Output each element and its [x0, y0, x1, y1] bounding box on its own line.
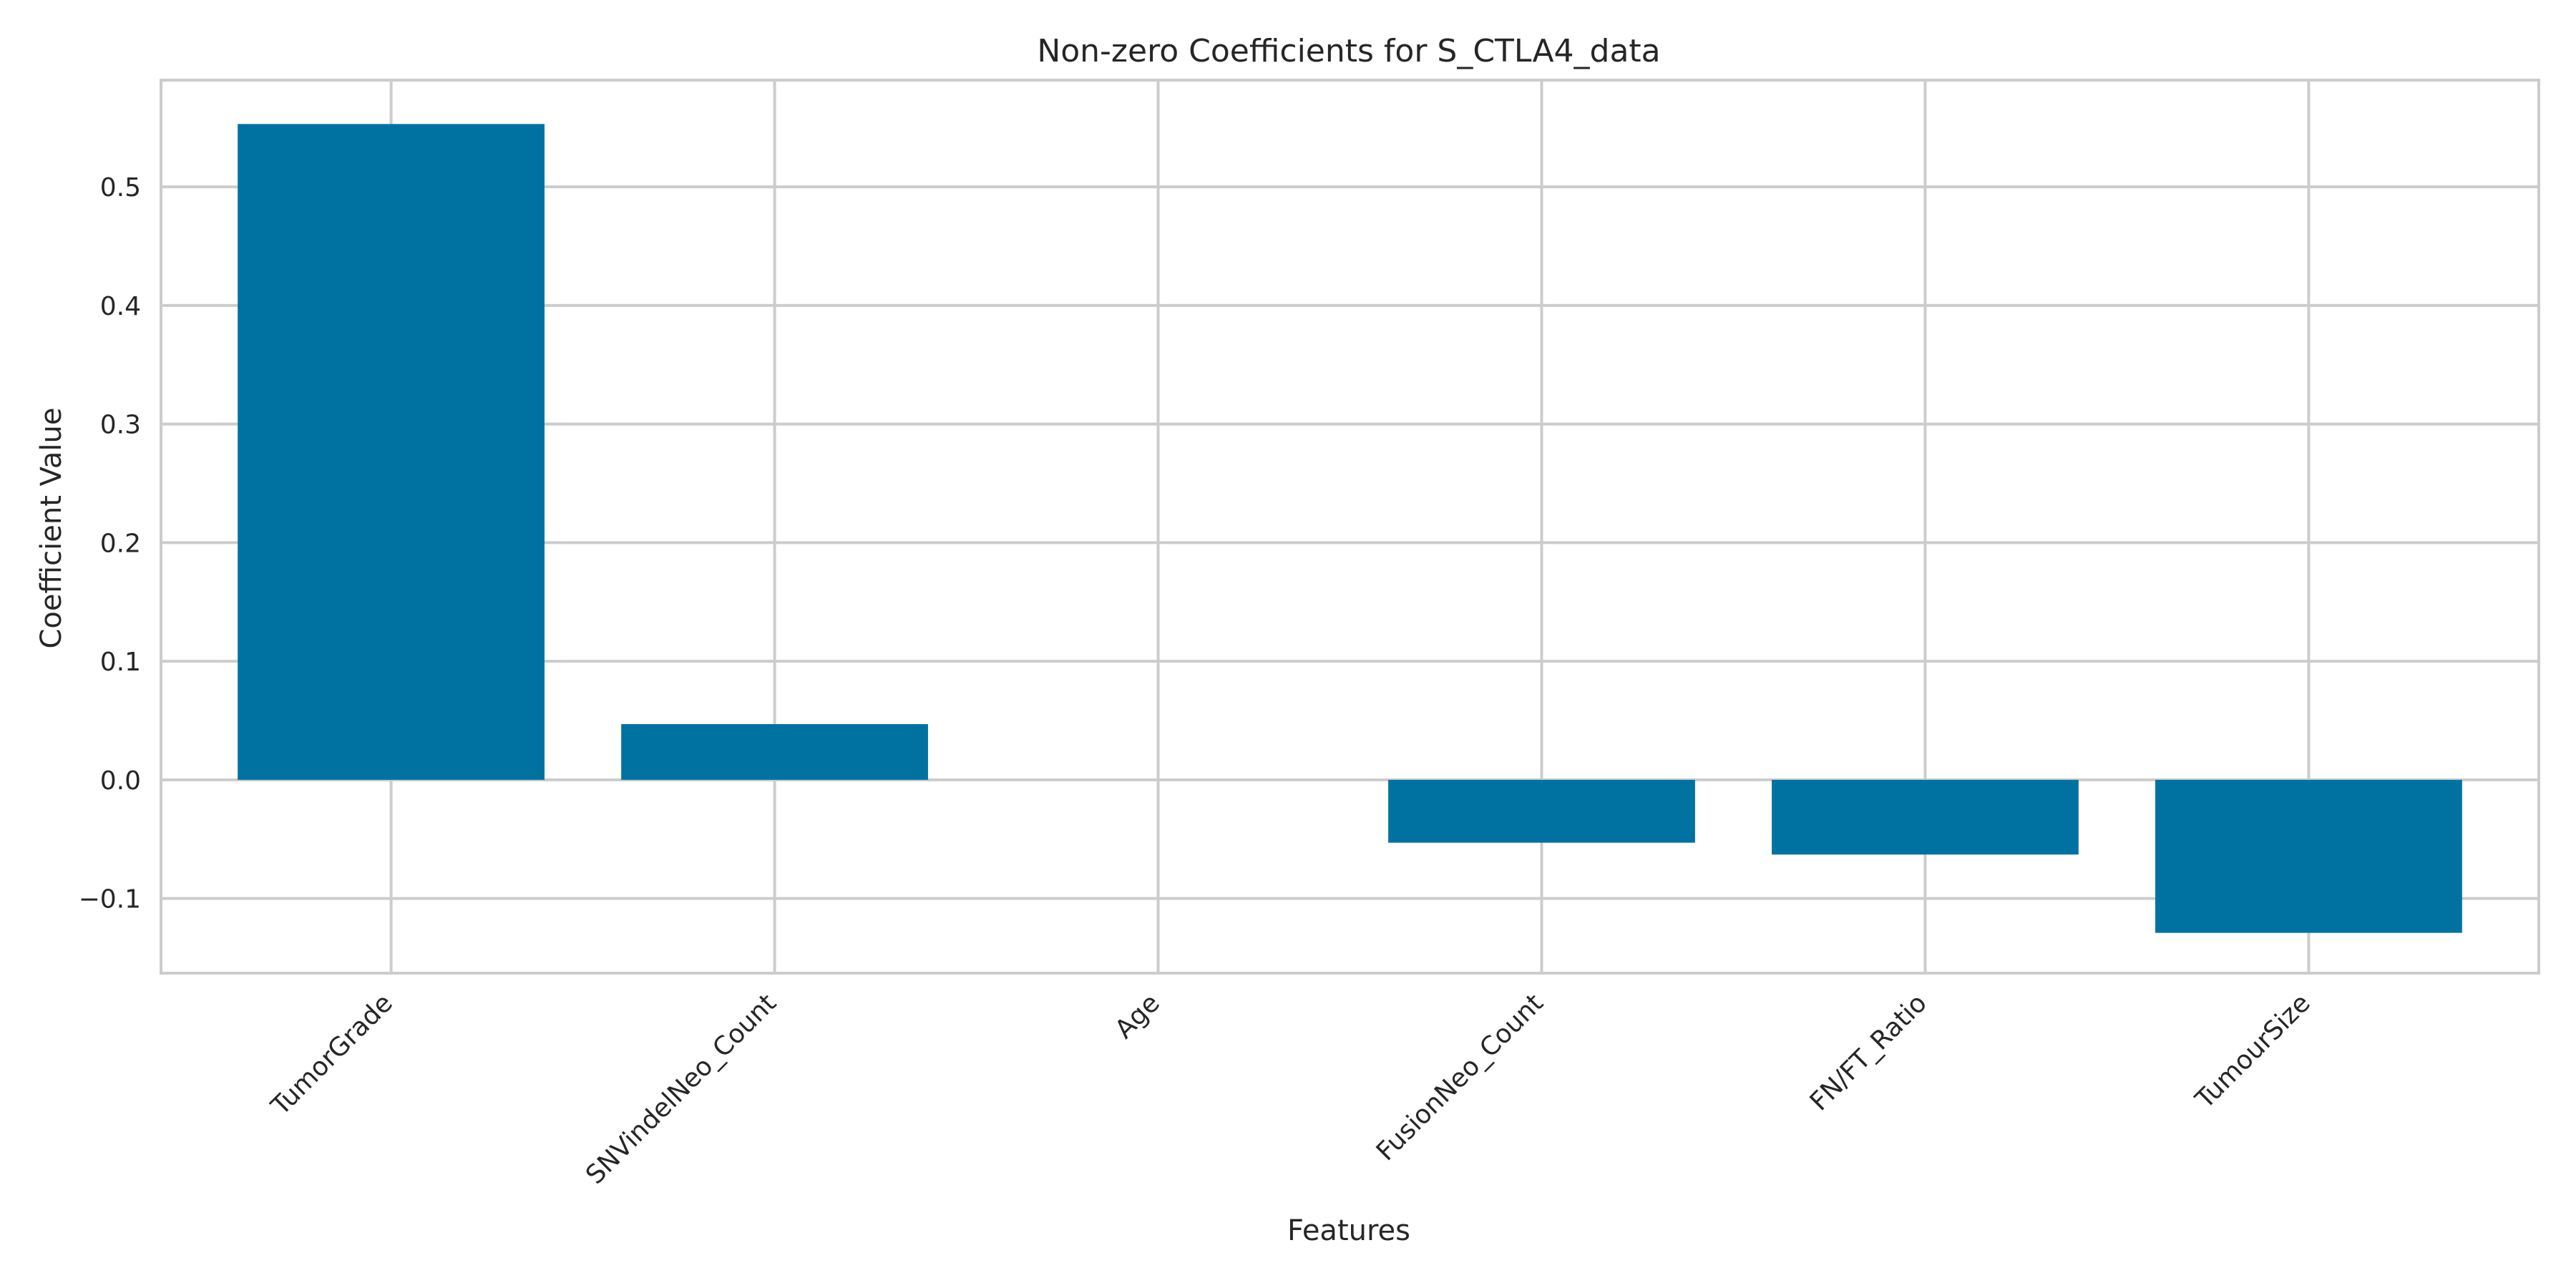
- chart-title: Non-zero Coefficients for S_CTLA4_data: [1037, 33, 1660, 69]
- y-tick-label: 0.3: [100, 411, 141, 440]
- bar: [1388, 779, 1695, 843]
- y-tick-label: 0.1: [100, 648, 141, 677]
- plot-frame: [160, 79, 2540, 975]
- bars: [238, 124, 2462, 933]
- x-axis-label: Features: [1287, 1214, 1410, 1247]
- y-tick-label: 0.2: [100, 529, 141, 558]
- y-tick-label: 0.4: [100, 292, 141, 321]
- y-tick-label: 0.5: [100, 173, 141, 203]
- bar: [2155, 779, 2462, 933]
- bar: [238, 124, 545, 780]
- y-tick-labels: −0.1 0.0 0.1 0.2 0.3 0.4 0.5: [79, 173, 141, 914]
- y-tick-label: 0.0: [100, 766, 141, 796]
- bar: [621, 723, 928, 780]
- y-tick-label: −0.1: [79, 885, 141, 914]
- y-axis-label: Coefficient Value: [35, 408, 68, 649]
- bar: [1772, 779, 2079, 855]
